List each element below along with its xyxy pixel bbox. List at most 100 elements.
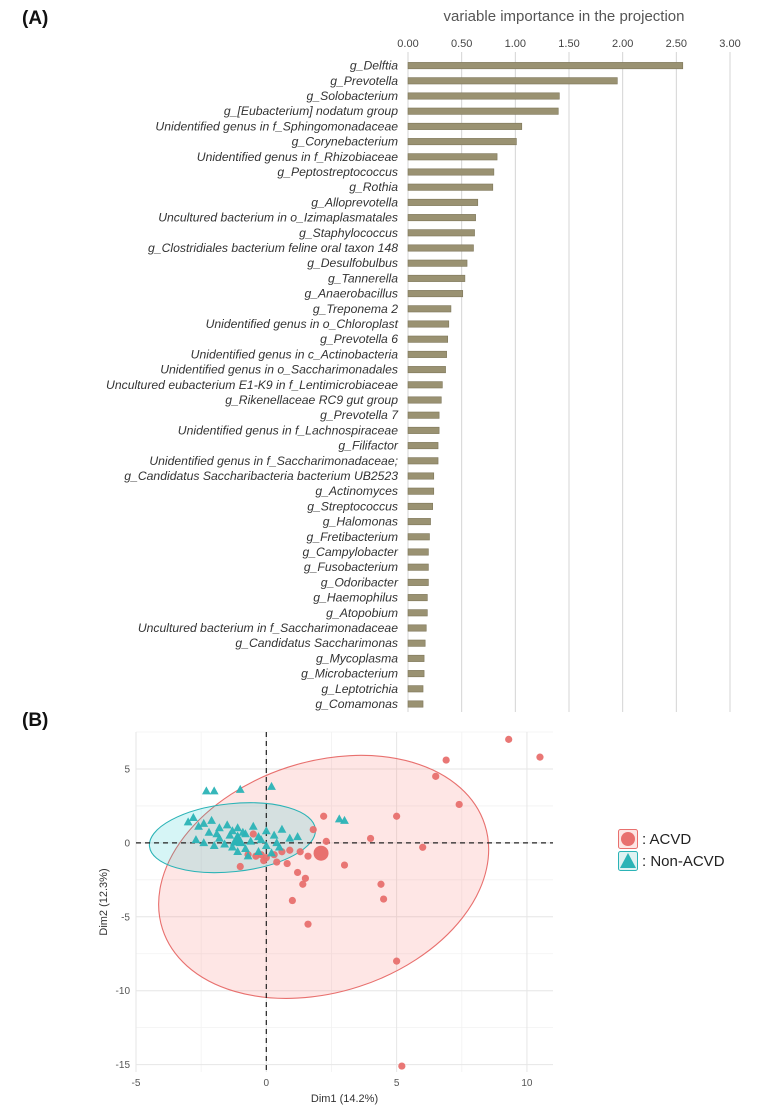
vip-bar [407,487,435,495]
non-acvd-point [277,824,287,833]
non-acvd-point [188,812,198,821]
vip-bar [407,77,618,85]
vip-category-label: Uncultured bacterium in o_Izimaplasmatal… [158,211,398,225]
vip-x-tick-label: 1.00 [505,38,526,50]
vip-category-label: Unidentified genus in o_Saccharimonadale… [160,363,398,377]
vip-bar [407,335,449,343]
pca-legend: : ACVD : Non-ACVD [618,828,725,872]
vip-category-label: g_Fusobacterium [304,560,398,574]
non-acvd-point [225,830,235,839]
vip-bar [407,654,425,662]
vip-bar [407,594,428,602]
acvd-point [296,848,304,856]
non-acvd-centroid [229,831,246,846]
vip-bar [407,411,440,419]
vip-category-label: g_Prevotella [330,74,398,88]
vip-category-label: g_Treponema 2 [313,302,398,316]
non-acvd-point [274,842,284,851]
vip-bar [407,472,435,480]
vip-category-label: g_Staphylococcus [299,226,398,240]
vip-bar [407,366,446,374]
vip-category-label: Uncultured bacterium in f_Saccharimonada… [138,621,398,635]
legend-label-non-acvd: : Non-ACVD [642,852,725,870]
vip-category-label: g_Prevotella 7 [320,408,399,422]
vip-bar [407,639,426,647]
vip-category-label: g_Halomonas [323,515,398,529]
vip-category-label: Unidentified genus in f_Sphingomonadacea… [155,119,398,133]
acvd-point [249,830,257,838]
vip-category-label: g_Tannerella [328,271,398,285]
vip-chart-title: variable importance in the projection [444,8,685,25]
non-acvd-point [243,851,253,860]
non-acvd-point [199,818,209,827]
vip-bar [407,685,424,693]
non-acvd-point [238,827,248,836]
pca-x-tick-label: 10 [521,1078,533,1089]
acvd-point [379,895,388,903]
non-acvd-point [201,786,211,795]
vip-bar [407,426,440,434]
acvd-point [442,756,450,764]
acvd-point [273,858,281,866]
non-acvd-point [215,823,224,832]
vip-bar [407,290,464,298]
vip-bar [407,62,684,70]
acvd-point [340,861,349,869]
vip-bar [407,700,424,708]
vip-category-label: Unidentified genus in f_Saccharimonadace… [149,454,398,468]
non-acvd-point [267,848,276,857]
pca-x-tick-label: 5 [394,1078,400,1089]
vip-category-label: Unidentified genus in o_Chloroplast [206,317,399,331]
non-acvd-point [204,827,214,836]
non-acvd-point [228,842,237,851]
pca-x-tick-label: -5 [132,1078,141,1089]
vip-category-label: g_Campylobacter [302,545,398,559]
vip-category-label: Unidentified genus in c_Actinobacteria [191,347,399,361]
vip-x-tick-label: 0.50 [451,38,472,50]
vip-bar [407,502,433,510]
acvd-centroid [313,845,329,861]
vip-bar [407,457,439,465]
acvd-point [299,880,307,888]
vip-bar [407,122,523,130]
acvd-point [293,868,302,877]
vip-category-label: g_Actinomyces [315,484,398,498]
vip-category-label: g_Fretibacterium [307,530,398,544]
vip-bar [407,92,560,100]
vip-category-label: g_Clostridiales bacterium feline oral ta… [148,241,398,255]
acvd-point [304,852,312,860]
non-acvd-point [256,835,266,844]
legend-item-non-acvd: : Non-ACVD [618,850,725,872]
acvd-point [398,1062,406,1070]
non-acvd-point [233,846,243,855]
acvd-point [393,812,401,820]
acvd-point [288,896,296,905]
vip-bar [407,533,430,541]
non-acvd-point [207,815,216,824]
vip-bar [407,320,450,328]
vip-bar [407,609,428,617]
non-acvd-point [222,820,232,829]
acvd-point [419,843,427,851]
non-acvd-point [267,781,276,790]
pca-y-tick-label: -15 [116,1060,131,1071]
non-acvd-point [261,826,271,835]
non-acvd-point [220,839,230,848]
vip-bar [407,183,494,191]
vip-bar [407,670,425,678]
non-acvd-point [334,814,344,823]
pca-y-tick-label: 0 [124,838,130,849]
vip-category-label: g_Delftia [350,59,398,73]
vip-bar [407,624,427,632]
acvd-point [320,812,328,820]
non-acvd-point [272,838,282,847]
non-acvd-point [183,817,193,826]
vip-category-label: g_Alloprevotella [311,195,398,209]
vip-bar [407,305,452,313]
non-acvd-point [241,843,250,852]
vip-category-label: Uncultured eubacterium E1-K9 in f_Lentim… [106,378,398,392]
vip-category-label: Unidentified genus in f_Rhizobiaceae [197,150,398,164]
non-acvd-point [233,823,243,832]
vip-bar [407,107,559,115]
vip-category-label: g_Microbacterium [301,667,398,681]
